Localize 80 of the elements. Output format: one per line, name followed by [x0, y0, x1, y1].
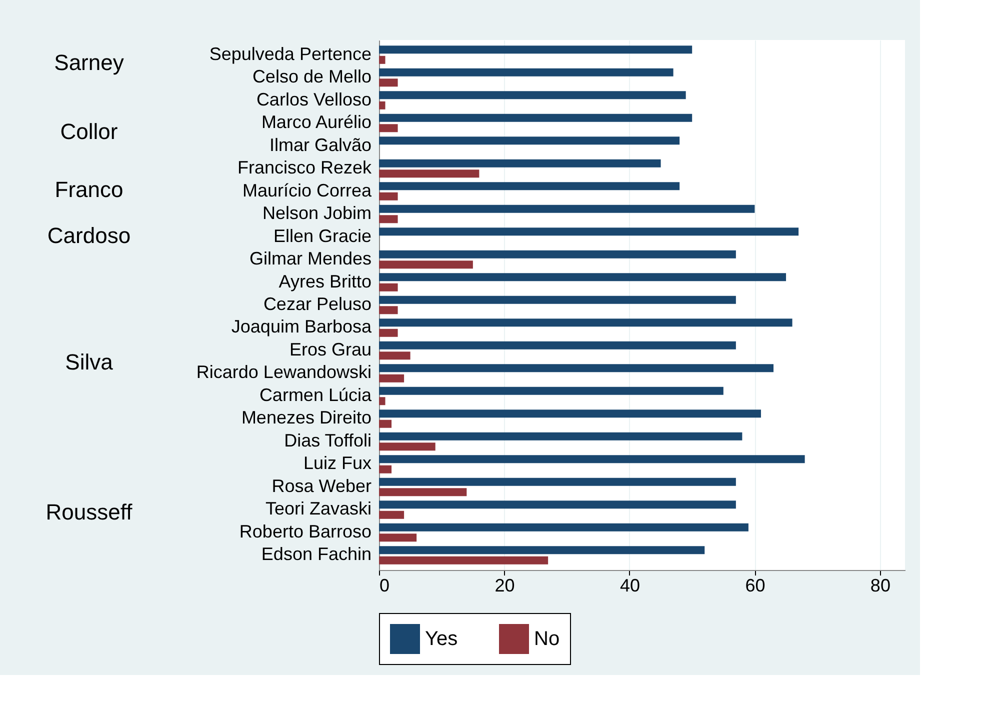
bar: [379, 215, 398, 224]
bar: [379, 534, 417, 542]
bar: [379, 556, 548, 564]
bar: [379, 328, 398, 337]
bar: [379, 192, 398, 200]
y-tick-label: Carmen Lúcia: [259, 384, 372, 405]
bar: [379, 455, 805, 464]
bar: [379, 510, 404, 519]
x-tick-label: 40: [620, 576, 640, 596]
bar: [379, 283, 398, 292]
bar: [379, 318, 792, 327]
bar: [379, 374, 404, 382]
y-tick-label: Ayres Britto: [278, 271, 372, 292]
y-tick-label: Nelson Jobim: [262, 203, 372, 224]
y-tick-label: Gilmar Mendes: [249, 248, 372, 269]
y-tick-label: Roberto Barroso: [239, 521, 372, 542]
bar: [379, 296, 736, 304]
bar: [379, 204, 755, 213]
x-tick-label: 20: [494, 576, 515, 596]
bar: [379, 410, 761, 418]
y-tick-label: Ricardo Lewandowski: [196, 362, 372, 382]
bar: [379, 56, 386, 64]
bar: [379, 260, 473, 269]
bar: [379, 523, 748, 532]
y-tick-label: Carlos Velloso: [256, 89, 372, 110]
y-tick-label: Maurício Correa: [242, 180, 372, 200]
bar: [379, 500, 736, 509]
bar: [379, 228, 799, 236]
y-tick-label: Joaquim Barbosa: [231, 316, 372, 337]
bar: [379, 250, 736, 258]
y-tick-label: Celso de Mello: [252, 66, 372, 87]
y-tick-label: Menezes Direito: [241, 408, 372, 428]
bar: [379, 114, 692, 122]
x-tick-label: 0: [380, 576, 390, 596]
bar: [379, 420, 392, 428]
bar: [379, 352, 410, 360]
text: Collor: [60, 119, 118, 144]
text: Silva: [65, 350, 114, 375]
y-tick-label: Teori Zavaski: [265, 498, 372, 519]
y-tick-label: Sepulveda Pertence: [209, 44, 372, 64]
y-tick-label: Rosa Weber: [272, 476, 372, 496]
bar: [379, 488, 467, 496]
y-tick-label: Dias Toffoli: [284, 430, 372, 450]
bar: [379, 442, 436, 451]
bar: [379, 182, 680, 190]
bar: [379, 78, 398, 87]
bar: [379, 170, 480, 178]
y-tick-label: Ellen Gracie: [273, 226, 372, 246]
x-tick-label: 60: [745, 576, 766, 596]
bar: [379, 136, 680, 145]
bar: [379, 91, 686, 100]
text: Franco: [54, 176, 124, 202]
x-tick-label: 80: [870, 576, 890, 596]
legend-label: No: [534, 628, 560, 650]
y-tick-label: Eros Grau: [289, 339, 372, 360]
bar: [379, 306, 398, 314]
bar: [379, 341, 736, 350]
text: Cardoso: [47, 222, 131, 248]
bar: [379, 46, 692, 54]
bar: [379, 432, 742, 440]
bar: [379, 124, 398, 132]
bar: [379, 101, 386, 110]
bar: [379, 68, 674, 76]
bar: [379, 546, 705, 554]
y-tick-label: Francisco Rezek: [237, 158, 372, 178]
y-tick-label: Luiz Fux: [303, 453, 372, 474]
text: Rousseff: [46, 499, 134, 524]
bar: [379, 273, 786, 282]
bar: [379, 364, 774, 372]
bar: [379, 159, 661, 168]
y-tick-label: Edson Fachin: [261, 544, 372, 564]
bar: [379, 397, 386, 406]
y-tick-label: Cezar Peluso: [263, 294, 372, 314]
bar: [379, 478, 736, 486]
bar: [379, 465, 392, 474]
text: Sarney: [54, 50, 124, 76]
y-tick-label: Marco Aurélio: [261, 112, 372, 132]
legend-label: Yes: [425, 628, 458, 650]
bar: [379, 386, 724, 395]
y-tick-label: Ilmar Galvão: [269, 134, 372, 155]
